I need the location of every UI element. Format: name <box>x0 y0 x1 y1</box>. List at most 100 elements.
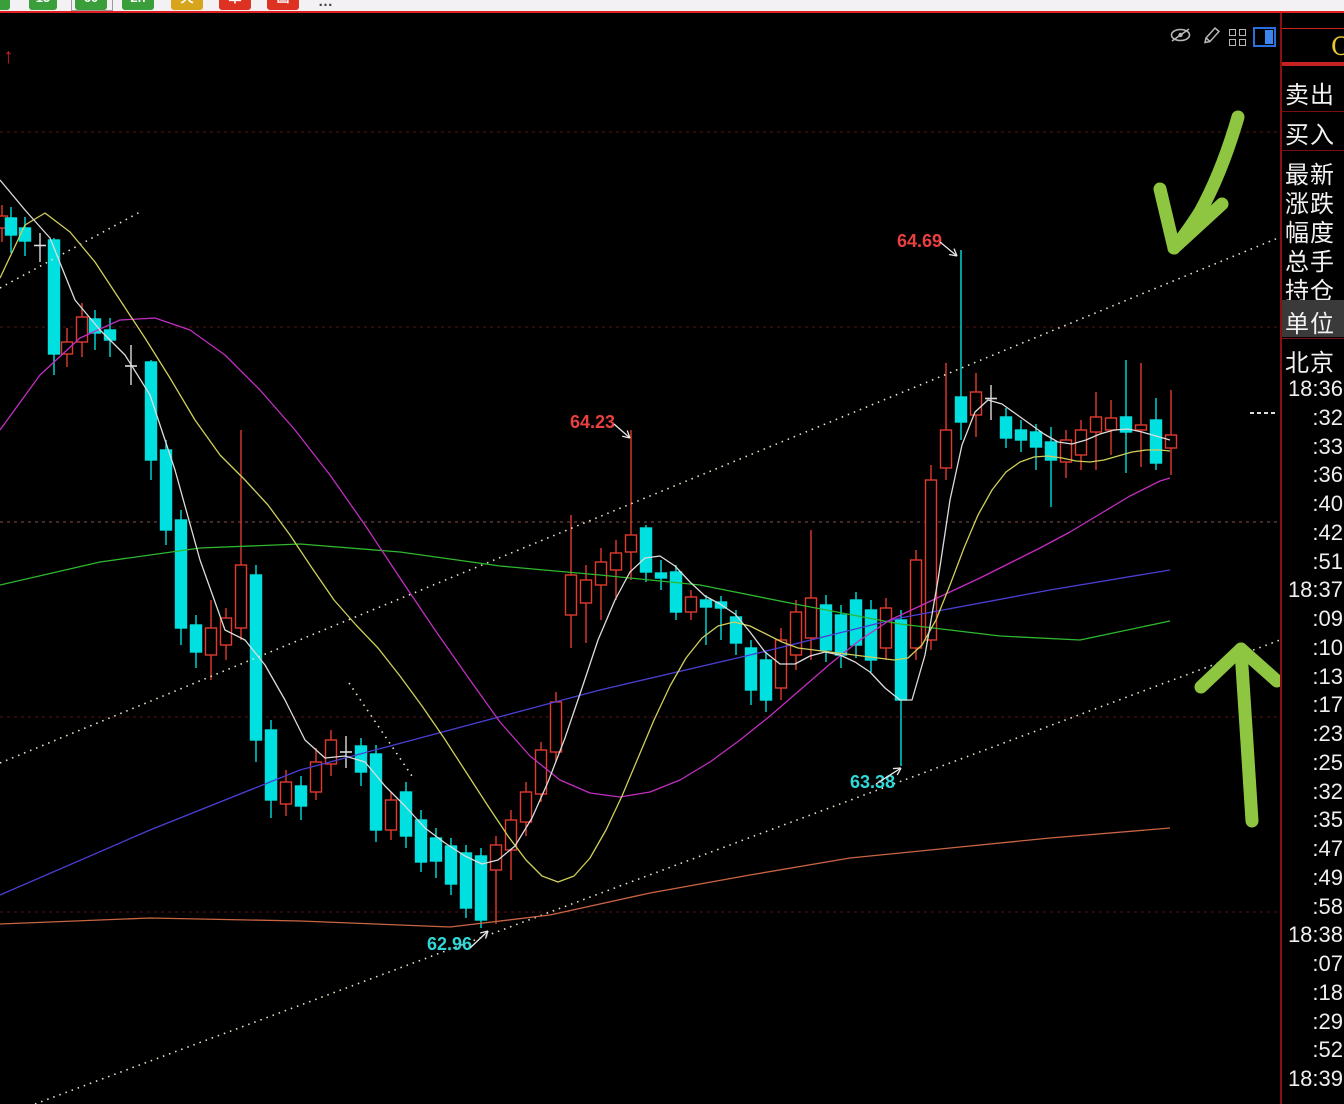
toolbar-button-2h[interactable]: 2h <box>122 0 154 10</box>
candle <box>489 836 503 924</box>
candle <box>699 595 713 645</box>
price-annotation-64.23: 64.23 <box>570 412 631 439</box>
unit-row[interactable]: 单位 <box>1282 300 1344 338</box>
time-list-item: :25 <box>1312 749 1343 775</box>
svg-text:64.69: 64.69 <box>897 231 942 251</box>
candle <box>75 303 89 357</box>
candle <box>849 592 863 658</box>
toolbar-button-单[interactable]: 单 <box>219 0 251 10</box>
time-list-item: :10 <box>1312 634 1343 660</box>
selected-period-box <box>71 0 113 11</box>
arrow-up-to-lower-channel <box>1194 642 1284 828</box>
toolbar-button-60[interactable]: 60 <box>75 0 107 10</box>
candle <box>534 742 548 802</box>
candle <box>564 515 578 648</box>
sell-quote-row[interactable]: 卖出 <box>1285 82 1335 109</box>
time-list-item: 18:38 <box>1287 922 1343 948</box>
candle <box>324 730 338 776</box>
period-toolbar: 15 60 2h 天 单 画 … <box>0 0 1344 11</box>
candle <box>879 598 893 660</box>
pencil-draw-icon[interactable] <box>1200 25 1222 50</box>
price-annotation-63.38: 63.38 <box>850 767 902 792</box>
price-annotation-62.96: 62.96 <box>427 930 489 954</box>
candle <box>144 360 158 480</box>
trendline-upper-channel[interactable] <box>0 237 1279 764</box>
candle <box>279 770 293 816</box>
time-list-item: :40 <box>1312 491 1343 516</box>
time-list-item: :17 <box>1312 692 1343 718</box>
candle <box>369 745 383 842</box>
candle <box>894 610 908 766</box>
time-list-item: :42 <box>1312 519 1343 545</box>
svg-text:62.96: 62.96 <box>427 934 472 954</box>
candle <box>639 525 653 582</box>
chart-canvas[interactable]: 64.69 64.23 63.38 62.96 ↑ <box>0 13 1284 1104</box>
candle <box>1059 430 1073 478</box>
more-menu-button[interactable]: … <box>318 0 335 10</box>
candle <box>804 530 818 660</box>
candle <box>4 207 18 253</box>
candle <box>204 600 218 680</box>
candle <box>1119 360 1133 473</box>
time-list-item: :13 <box>1312 663 1343 689</box>
candle <box>294 776 308 820</box>
candle <box>969 373 983 437</box>
candle <box>18 217 32 256</box>
scroll-up-icon[interactable]: ↑ <box>3 45 14 68</box>
separator <box>1282 150 1344 151</box>
time-list-item: :51 <box>1312 548 1343 574</box>
candle <box>985 385 997 420</box>
time-list-item: :52 <box>1312 1037 1343 1063</box>
time-list-item: :49 <box>1312 864 1343 890</box>
candle <box>88 310 102 350</box>
time-list-item: :09 <box>1312 606 1343 631</box>
info-row-1: 涨跌 <box>1285 191 1335 218</box>
candle <box>1134 363 1148 467</box>
buy-quote-row[interactable]: 买入 <box>1285 122 1335 149</box>
info-row-0: 最新 <box>1285 162 1335 189</box>
candle <box>340 736 352 768</box>
trendline-topleft-segment[interactable] <box>0 211 141 289</box>
eye-off-icon[interactable] <box>1168 25 1193 50</box>
ma-orange <box>0 827 1171 928</box>
ma-white <box>0 179 1171 865</box>
time-list-item: 18:37 <box>1287 577 1343 603</box>
ma-green <box>0 543 1171 641</box>
candle <box>1044 427 1058 507</box>
trendline-lower-channel[interactable] <box>34 639 1281 1104</box>
candle <box>819 595 833 662</box>
toolbar-button-partial[interactable] <box>0 0 10 10</box>
candle <box>60 328 74 367</box>
candle <box>909 550 923 660</box>
candle <box>399 782 413 848</box>
time-list-item: :36 <box>1312 462 1343 488</box>
panel-layout-icon[interactable] <box>1253 27 1276 47</box>
candlestick-chart[interactable]: 64.69 64.23 63.38 62.96 <box>0 13 1284 1104</box>
candle <box>624 430 638 580</box>
candle <box>1104 400 1118 455</box>
ma-yellow <box>0 212 1171 883</box>
chart-tool-icons <box>1168 25 1278 49</box>
candle <box>249 565 263 762</box>
time-list-item: :32 <box>1312 778 1343 804</box>
time-list-item: :47 <box>1312 836 1343 861</box>
sidebar-red-band <box>1282 63 1344 66</box>
time-list-item: 18:39 <box>1287 1066 1343 1091</box>
time-list-item: :29 <box>1312 1008 1343 1034</box>
candle <box>1014 420 1028 452</box>
svg-text:63.38: 63.38 <box>850 772 895 792</box>
candle <box>684 590 698 620</box>
multi-chart-grid-icon[interactable] <box>1229 28 1246 46</box>
candle <box>744 640 758 705</box>
separator <box>1282 338 1344 339</box>
candle <box>669 565 683 620</box>
contract-title[interactable]: C <box>1282 28 1344 63</box>
toolbar-button-15[interactable]: 15 <box>29 0 57 10</box>
toolbar-button-天[interactable]: 天 <box>171 0 203 10</box>
info-row-3: 总手 <box>1285 249 1335 276</box>
time-list-item: :32 <box>1312 404 1343 430</box>
ma-blue <box>0 569 1171 896</box>
toolbar-button-画[interactable]: 画 <box>267 0 299 10</box>
candle <box>1029 424 1043 470</box>
